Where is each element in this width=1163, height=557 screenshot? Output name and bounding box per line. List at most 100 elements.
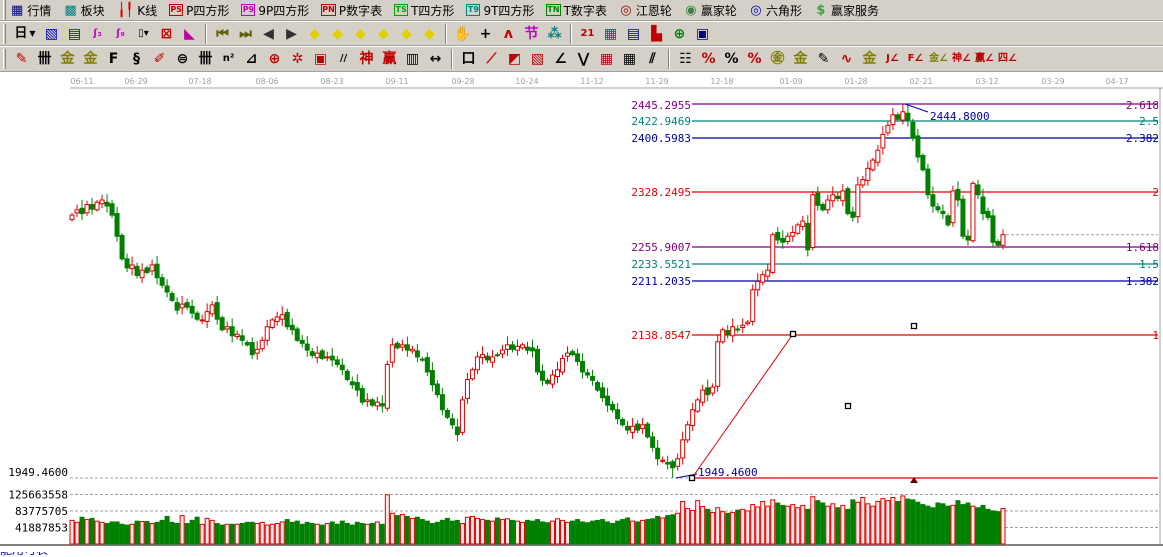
save-icon[interactable]: ▙ — [651, 25, 662, 42]
zigzag-icon[interactable]: ⋁ — [577, 51, 590, 67]
lines-icon[interactable]: 卌 — [198, 51, 213, 67]
target-icon[interactable]: ⊕ — [268, 51, 281, 67]
hand-icon[interactable]: ✋ — [453, 25, 472, 42]
matrix-icon[interactable]: ▦ — [599, 51, 614, 67]
menu-item-9[interactable]: ◎ 江恩轮 — [619, 2, 672, 19]
toolbar-grip[interactable] — [3, 23, 6, 44]
percent-lines-icon[interactable]: % — [747, 51, 762, 67]
god-angle-icon[interactable]: 神∠ — [952, 53, 971, 64]
diamond-star-icon[interactable]: ◆ — [401, 25, 412, 42]
four-angle-icon[interactable]: 四∠ — [998, 53, 1017, 64]
pen-icon[interactable]: ✎ — [15, 51, 28, 67]
toolbar-grip[interactable] — [3, 0, 6, 20]
crosshair-icon[interactable]: + — [479, 25, 492, 42]
diamond-in-icon[interactable]: ◆ — [378, 25, 389, 42]
candle-body — [374, 401, 380, 407]
god-icon[interactable]: 神 — [359, 51, 374, 67]
ruler-icon[interactable]: ▥ — [405, 51, 420, 67]
win-icon[interactable]: 赢 — [382, 51, 397, 67]
volume-bar — [785, 505, 791, 545]
wave3-icon[interactable]: ʃ₃ — [93, 27, 102, 39]
left-arrow-icon[interactable]: ◀ — [263, 25, 274, 42]
diamond-up-icon[interactable]: ◆ — [424, 25, 435, 42]
menu-item-6[interactable]: TS T四方形 — [394, 2, 454, 19]
candle-body — [349, 381, 355, 386]
hatch-icon[interactable]: ⫽ — [649, 51, 656, 67]
menu-item-2[interactable]: ╽╿ K线 — [117, 2, 158, 19]
flag-icon[interactable]: ◣ — [184, 25, 195, 42]
menu-item-5[interactable]: PN P数字表 — [321, 2, 382, 19]
candle-body — [334, 359, 340, 365]
grid-fan-icon[interactable]: ▧ — [530, 51, 545, 67]
box-icon[interactable]: 口 — [461, 51, 476, 67]
candle-dropdown-icon[interactable]: ▯▾ — [138, 27, 149, 39]
section-icon[interactable]: 节 — [524, 25, 539, 42]
menu-item-0[interactable]: ▦ 行情 — [10, 2, 51, 19]
candle-body — [299, 339, 305, 344]
menu-item-12[interactable]: $ 赢家服务 — [814, 2, 879, 19]
slash-icon[interactable]: // — [339, 53, 348, 64]
gold2-icon[interactable]: 金 — [83, 51, 98, 67]
table-icon[interactable]: ☷ — [679, 51, 692, 67]
menu-item-10[interactable]: ◉ 赢家轮 — [684, 2, 737, 19]
sine-icon[interactable]: ∿ — [840, 51, 853, 67]
candle — [259, 336, 265, 352]
square-icon[interactable]: ▣ — [313, 51, 328, 67]
candle — [815, 186, 821, 211]
first-icon[interactable]: ⏮ — [216, 25, 229, 42]
menu-item-11[interactable]: ◎ 六角形 — [749, 2, 802, 19]
connect-icon[interactable]: ⁂ — [547, 25, 562, 42]
pattern-icon[interactable]: ▧ — [44, 25, 59, 42]
calendar-icon[interactable]: 21 — [580, 27, 595, 39]
matrix2-icon[interactable]: ▦ — [622, 51, 637, 67]
gann-icon[interactable]: ⊠ — [160, 25, 173, 42]
diamond-left-icon[interactable]: ◆ — [309, 25, 320, 42]
circle-icon[interactable]: ⊜ — [176, 51, 189, 67]
menu-item-8[interactable]: TN T数字表 — [546, 2, 607, 19]
fan-icon[interactable]: ⟋ — [486, 51, 497, 67]
diamond-right-icon[interactable]: ◆ — [332, 25, 343, 42]
candle-body — [364, 399, 370, 402]
menu-item-3[interactable]: PS P四方形 — [169, 2, 229, 19]
fib-icon[interactable]: F — [108, 51, 119, 67]
gold-angle-icon[interactable]: 金∠ — [929, 53, 948, 64]
candle — [414, 344, 420, 363]
wave9-icon[interactable]: ʃ₉ — [116, 27, 125, 39]
trend-icon[interactable]: ᴧ — [503, 25, 514, 42]
diamond-both-icon[interactable]: ◆ — [355, 25, 366, 42]
candle — [454, 418, 460, 442]
volume-bar — [915, 501, 921, 545]
star-icon[interactable]: ✲ — [291, 51, 304, 67]
gold-lines-icon[interactable]: 金 — [793, 51, 808, 67]
brush-icon[interactable]: ✐ — [153, 51, 166, 67]
menu-item-4[interactable]: P9 9P四方形 — [241, 2, 309, 19]
angle-line-icon[interactable]: ∠ — [554, 51, 567, 67]
print-icon[interactable]: ▣ — [695, 25, 710, 42]
list-icon[interactable]: ▤ — [626, 25, 641, 42]
gold-circle-icon[interactable]: ㊎ — [770, 51, 785, 67]
spiral-icon[interactable]: § — [133, 51, 140, 67]
network-icon[interactable]: ⊕ — [673, 25, 686, 42]
gold-red-icon[interactable]: 金 — [862, 51, 877, 67]
arc-icon[interactable]: ◩ — [507, 51, 522, 67]
menu-item-7[interactable]: T9 9T四方形 — [466, 2, 534, 19]
f-angle-icon[interactable]: F∠ — [907, 53, 924, 64]
menu-item-1[interactable]: ▩ 板块 — [63, 2, 104, 19]
width-icon[interactable]: ↔ — [429, 51, 442, 67]
percent-red-icon[interactable]: % — [701, 51, 716, 67]
marker-icon[interactable]: ✎ — [817, 51, 830, 67]
parallel-icon[interactable]: 卌 — [37, 51, 52, 67]
gold-icon[interactable]: 金 — [60, 51, 75, 67]
n2-icon[interactable]: n² — [222, 53, 235, 64]
angle-icon[interactable]: ⊿ — [245, 51, 258, 67]
right-arrow-icon[interactable]: ▶ — [286, 25, 297, 42]
win-angle-icon[interactable]: 赢∠ — [975, 53, 994, 64]
last-icon[interactable]: ⏭ — [239, 25, 252, 42]
j-angle-icon[interactable]: J∠ — [886, 53, 899, 64]
toolbar-grip[interactable] — [3, 49, 6, 69]
period-dropdown[interactable]: 日 ▼ — [10, 23, 40, 45]
percent-icon[interactable]: % — [724, 51, 739, 67]
calculator-icon[interactable]: ▦ — [603, 25, 618, 42]
document-icon[interactable]: ▤ — [67, 25, 82, 42]
